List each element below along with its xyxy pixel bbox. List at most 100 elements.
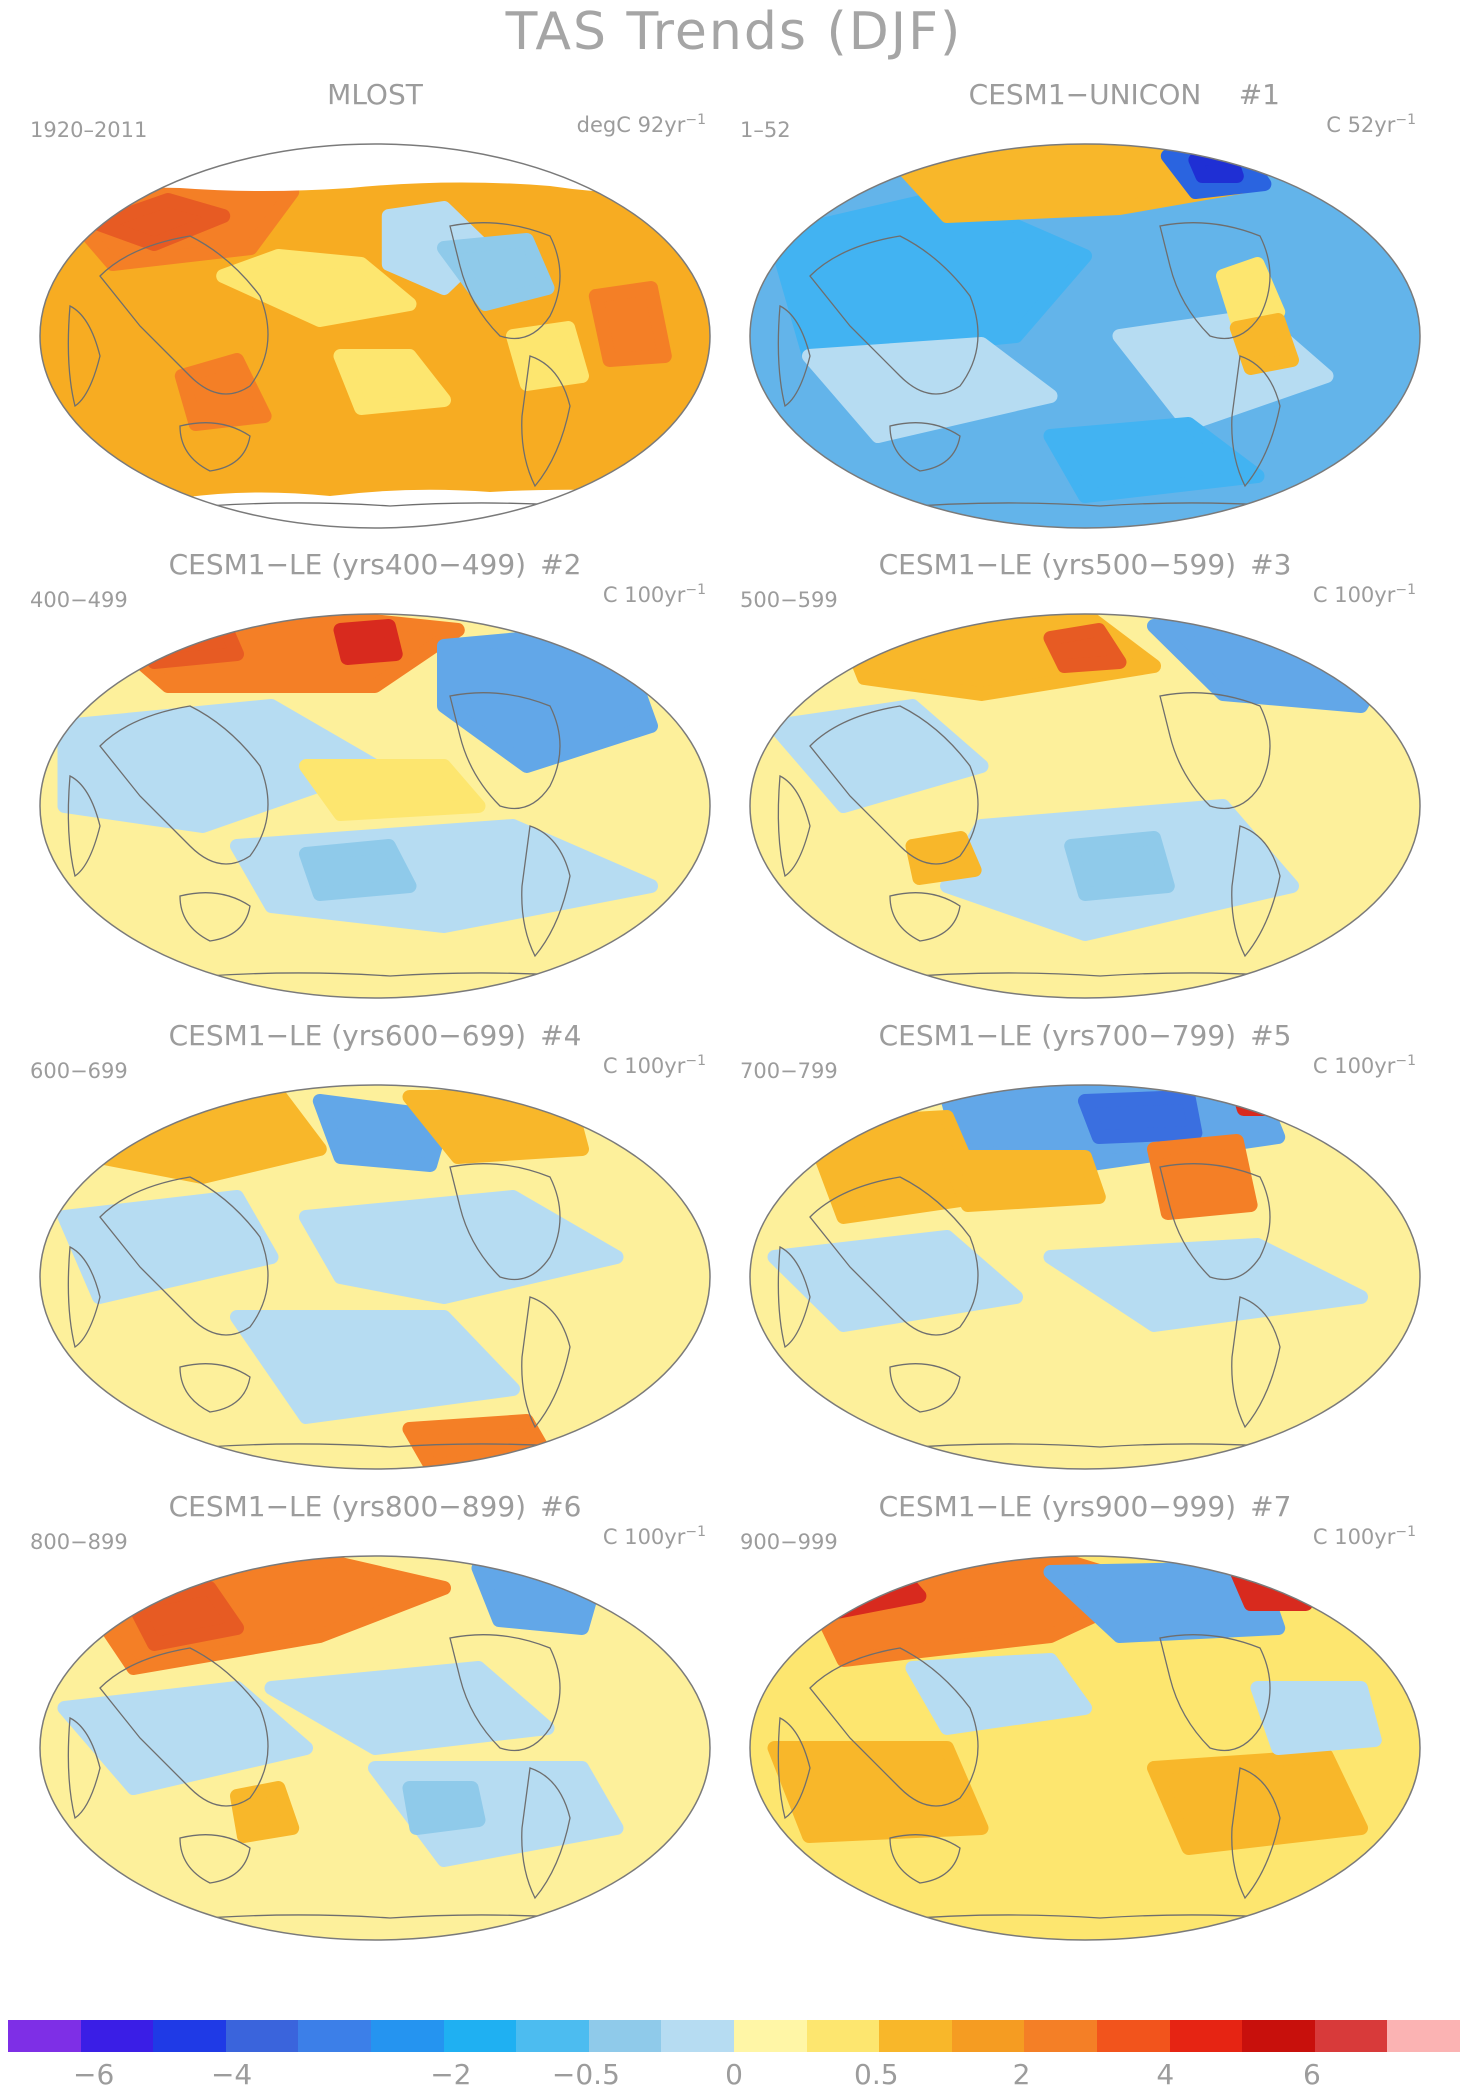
trend-region [174,353,272,431]
trend-region [402,1781,486,1835]
map-panel: CESM1−LE (yrs400−499) #2 400−499 C 100yr−1 [30,548,720,1013]
map-panel: MLOST 1920–2011 degC 92yr−1 [30,78,720,543]
trend-region [299,839,417,901]
panel-units: C 100yr−1 [1312,582,1416,607]
missing-data-region [40,489,710,528]
trend-region [230,1310,520,1424]
coastline [1159,222,1271,340]
trend-region [1250,1681,1382,1755]
trend-region [905,831,982,885]
trend-region [57,1681,313,1795]
panel-run-tag: #6 [540,1490,582,1523]
coastline [1231,1767,1281,1900]
colorbar-swatch [661,2020,734,2052]
colorbar-swatch [1096,2020,1170,2052]
coastline [99,235,269,395]
trend-region [767,1230,1023,1332]
colorbar-swatch [1242,2020,1315,2052]
map-border [749,1084,1421,1470]
panel-run-tag: #2 [540,548,582,581]
panel-title: CESM1−LE (yrs700−799) #5 [740,1019,1430,1052]
colorbar-swatch [225,2020,299,2052]
coastline [1159,1634,1271,1752]
colorbar-swatch [8,2020,81,2052]
coastline [179,422,251,472]
trend-region [126,1581,244,1651]
coastline [67,1716,101,1820]
panel-title: MLOST [30,78,720,111]
map-panel: CESM1−UNICON #1 1–52 C 52yr−1 [740,78,1430,543]
panel-run-tag: #3 [1250,548,1292,581]
panel-title-text: MLOST [327,78,423,111]
panel-run-tag: #5 [1250,1019,1292,1052]
trend-region [1147,1749,1368,1855]
trend-region [767,699,989,813]
colorbar-swatch [1314,2020,1388,2052]
coastline [67,774,101,878]
panel-period: 500−599 [740,588,838,612]
colorbar-tick-label: −4 [210,2058,253,2091]
coastline [99,705,269,865]
map-border [39,143,711,529]
panel-period: 1920–2011 [30,118,148,142]
trend-region [57,699,382,833]
panel-units: C 100yr−1 [602,1053,706,1078]
coastline [449,692,561,810]
trend-region [230,1781,300,1843]
coastline [521,1296,571,1429]
coastline [1231,1296,1281,1429]
coastline [179,1363,251,1413]
colorbar-swatch [1169,2020,1243,2052]
trend-region [506,321,589,391]
colorbar-swatch [588,2020,662,2052]
coastline [777,774,811,878]
colorbar-tick-label: −6 [73,2058,115,2091]
panel-title-text: CESM1−LE (yrs600−699) [168,1019,527,1052]
panel-units: C 100yr−1 [602,1524,706,1549]
colorbar-swatch [298,2020,371,2052]
panel-period: 400−499 [30,588,128,612]
trend-region [940,1150,1106,1212]
colorbar-swatch [153,2020,226,2052]
panel-period: 700−799 [740,1059,838,1083]
trend-map [749,613,1421,999]
trend-map [749,143,1421,529]
colorbar-tick-label: 6 [1302,2058,1321,2091]
figure-title: TAS Trends (DJF) [505,2,963,62]
map-border [749,143,1421,529]
coastline [99,1176,269,1336]
trend-region [299,1190,624,1304]
colorbar-swatch [370,2020,444,2052]
colorbar-tick-label: 4 [1156,2058,1175,2091]
panel-run-tag: #4 [540,1019,582,1052]
trend-region [802,337,1058,443]
colorbar-swatch [733,2020,807,2052]
coastline [1231,355,1281,488]
colorbar-swatch [1387,2020,1460,2052]
trend-region [126,615,244,669]
colorbar-swatch [1024,2020,1097,2052]
map-panel: CESM1−LE (yrs500−599) #3 500−599 C 100yr−1 [740,548,1430,1013]
panel-units: C 100yr−1 [602,582,706,607]
trend-region [802,1557,927,1619]
panel-title-text: CESM1−LE (yrs500−599) [878,548,1237,581]
coastline [67,1245,101,1349]
colorbar-swatch [443,2020,517,2052]
trend-region [588,281,672,367]
trend-region [1078,1090,1203,1144]
panel-title: CESM1−UNICON #1 [740,78,1430,111]
trend-region [767,1741,989,1843]
coastline [449,222,561,340]
panel-units: C 100yr−1 [1312,1053,1416,1078]
colorbar-swatch [806,2020,880,2052]
coastline [179,1834,251,1884]
coastline [889,1834,961,1884]
colorbar-swatch [80,2020,154,2052]
coastline [889,422,961,472]
trend-region [1043,623,1127,673]
panel-period: 1–52 [740,118,791,142]
coastline [809,1647,979,1807]
trend-map [39,1555,711,1941]
panel-title: CESM1−LE (yrs900−999) #7 [740,1490,1430,1523]
map-panel: CESM1−LE (yrs700−799) #5 700−799 C 100yr−1 [740,1019,1430,1484]
